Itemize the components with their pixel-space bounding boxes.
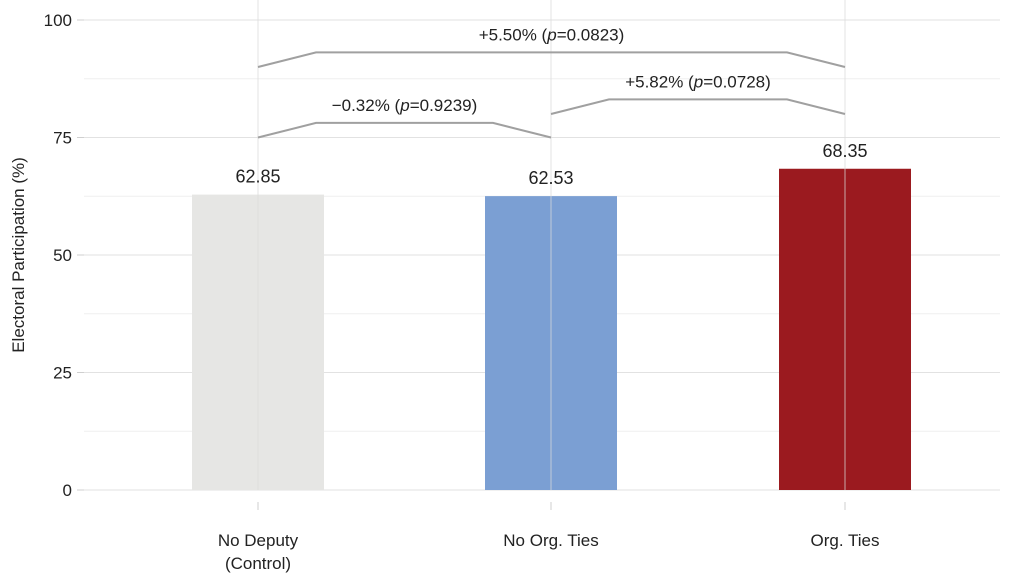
bar-value-label: 68.35 — [822, 141, 867, 161]
significance-bracket — [258, 123, 551, 138]
x-category-label: No Deputy — [218, 531, 299, 550]
significance-bracket — [551, 99, 845, 114]
significance-label: +5.82% (p=0.0728) — [625, 72, 771, 91]
x-category-label: No Org. Ties — [503, 531, 598, 550]
y-tick-label: 25 — [53, 364, 72, 383]
significance-label: −0.32% (p=0.9239) — [332, 96, 478, 115]
y-tick-label: 0 — [63, 481, 72, 500]
bar-value-label: 62.53 — [528, 168, 573, 188]
bar-value-label: 62.85 — [235, 167, 280, 187]
y-tick-label: 100 — [44, 11, 72, 30]
x-category-label: Org. Ties — [811, 531, 880, 550]
x-category-label: (Control) — [225, 554, 291, 573]
y-axis-title: Electoral Participation (%) — [9, 157, 28, 353]
y-tick-label: 75 — [53, 129, 72, 148]
significance-label: +5.50% (p=0.0823) — [479, 25, 625, 44]
y-tick-label: 50 — [53, 246, 72, 265]
